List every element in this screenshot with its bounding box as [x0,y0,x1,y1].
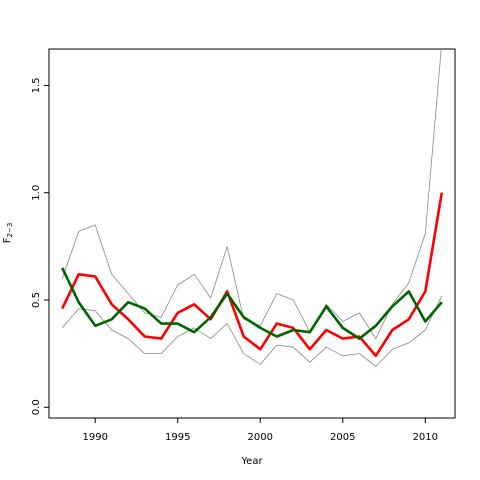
y-tick-label-3: 1.5 [31,78,42,94]
series-line-1 [61,49,442,340]
y-tick-label-0: 0.0 [31,399,42,415]
y-tick-label-2: 1.0 [31,185,42,201]
y-axis: 0.0 0.5 1.0 1.5 [31,78,50,415]
x-tick-label-2010: 2010 [413,432,438,443]
y-axis-label: F2−3 [2,223,14,244]
y-axis-label-sub: 2−3 [6,223,14,238]
x-tick-label-2005: 2005 [330,432,355,443]
x-axis-label: Year [240,456,263,467]
plot-frame [48,48,456,419]
series-line-2 [61,295,443,367]
series-line-4 [61,267,443,340]
x-axis: 1990 1995 2000 2005 2010 [82,417,438,443]
x-tick-label-1990: 1990 [82,432,107,443]
series-line-3 [61,192,444,358]
series-layer [61,49,444,367]
x-tick-label-2000: 2000 [248,432,273,443]
y-tick-label-1: 0.5 [31,292,42,308]
y-axis-label-main: F [2,237,13,243]
x-tick-label-1995: 1995 [165,432,190,443]
